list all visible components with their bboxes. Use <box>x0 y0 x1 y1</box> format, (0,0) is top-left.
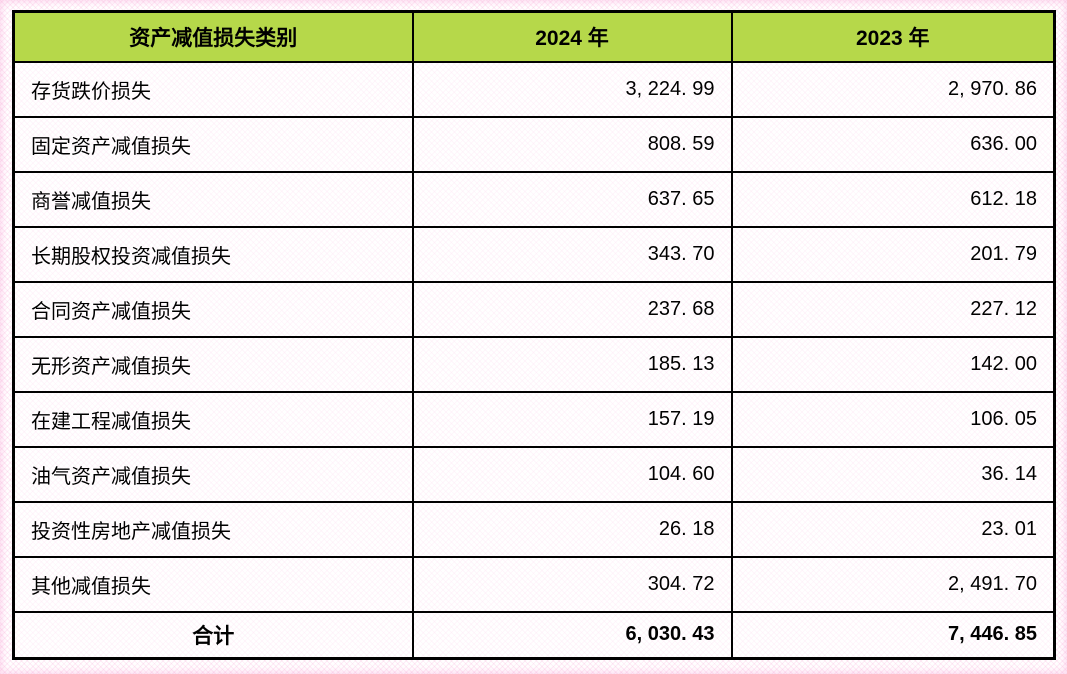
table-row: 在建工程减值损失 157. 19 106. 05 <box>12 390 1056 448</box>
column-header-2024: 2024 年 <box>411 10 733 63</box>
value-2023: 636. 00 <box>730 115 1056 173</box>
value-2024: 26. 18 <box>411 500 733 558</box>
value-2024: 237. 68 <box>411 280 733 338</box>
value-2024: 637. 65 <box>411 170 733 228</box>
row-label: 其他减值损失 <box>12 555 414 613</box>
value-2023: 2, 970. 86 <box>730 60 1056 118</box>
value-2023: 227. 12 <box>730 280 1056 338</box>
row-label: 无形资产减值损失 <box>12 335 414 393</box>
total-row: 合计 6, 030. 43 7, 446. 85 <box>12 610 1056 660</box>
row-label: 存货跌价损失 <box>12 60 414 118</box>
value-2024: 304. 72 <box>411 555 733 613</box>
row-label: 长期股权投资减值损失 <box>12 225 414 283</box>
total-label: 合计 <box>12 610 414 660</box>
value-2023: 142. 00 <box>730 335 1056 393</box>
row-label: 在建工程减值损失 <box>12 390 414 448</box>
table-row: 固定资产减值损失 808. 59 636. 00 <box>12 115 1056 173</box>
table-row: 无形资产减值损失 185. 13 142. 00 <box>12 335 1056 393</box>
value-2023: 36. 14 <box>730 445 1056 503</box>
value-2023: 106. 05 <box>730 390 1056 448</box>
row-label: 固定资产减值损失 <box>12 115 414 173</box>
value-2023: 612. 18 <box>730 170 1056 228</box>
value-2024: 185. 13 <box>411 335 733 393</box>
total-value-2023: 7, 446. 85 <box>730 610 1056 660</box>
header-row: 资产减值损失类别 2024 年 2023 年 <box>12 10 1056 63</box>
table-row: 存货跌价损失 3, 224. 99 2, 970. 86 <box>12 60 1056 118</box>
table-row: 商誉减值损失 637. 65 612. 18 <box>12 170 1056 228</box>
table-row: 投资性房地产减值损失 26. 18 23. 01 <box>12 500 1056 558</box>
value-2023: 201. 79 <box>730 225 1056 283</box>
value-2023: 23. 01 <box>730 500 1056 558</box>
value-2023: 2, 491. 70 <box>730 555 1056 613</box>
column-header-category: 资产减值损失类别 <box>12 10 414 63</box>
table-row: 其他减值损失 304. 72 2, 491. 70 <box>12 555 1056 613</box>
value-2024: 343. 70 <box>411 225 733 283</box>
impairment-loss-table: 资产减值损失类别 2024 年 2023 年 存货跌价损失 3, 224. 99… <box>12 10 1056 660</box>
value-2024: 808. 59 <box>411 115 733 173</box>
total-value-2024: 6, 030. 43 <box>411 610 733 660</box>
column-header-2023: 2023 年 <box>730 10 1056 63</box>
value-2024: 3, 224. 99 <box>411 60 733 118</box>
value-2024: 157. 19 <box>411 390 733 448</box>
impairment-loss-table-container: 资产减值损失类别 2024 年 2023 年 存货跌价损失 3, 224. 99… <box>12 10 1056 660</box>
table-row: 长期股权投资减值损失 343. 70 201. 79 <box>12 225 1056 283</box>
row-label: 商誉减值损失 <box>12 170 414 228</box>
row-label: 合同资产减值损失 <box>12 280 414 338</box>
row-label: 投资性房地产减值损失 <box>12 500 414 558</box>
table-row: 油气资产减值损失 104. 60 36. 14 <box>12 445 1056 503</box>
value-2024: 104. 60 <box>411 445 733 503</box>
row-label: 油气资产减值损失 <box>12 445 414 503</box>
table-row: 合同资产减值损失 237. 68 227. 12 <box>12 280 1056 338</box>
